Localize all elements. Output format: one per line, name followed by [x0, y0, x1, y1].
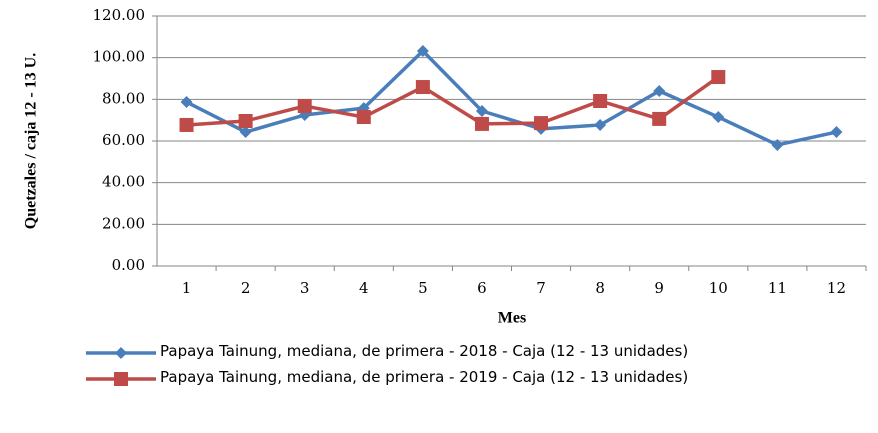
series-line	[186, 75, 720, 127]
marker	[415, 80, 430, 95]
legend-item: Papaya Tainung, mediana, de primera - 20…	[86, 368, 846, 387]
x-tick-label: 4	[359, 279, 369, 297]
y-tick-label: 40.00	[102, 173, 145, 191]
marker	[652, 111, 667, 126]
x-tick-label: 12	[827, 279, 846, 297]
x-tick-label: 6	[477, 279, 487, 297]
y-tick-label: 120.00	[93, 6, 146, 24]
marker	[474, 116, 489, 131]
x-tick-label: 9	[654, 279, 664, 297]
marker	[114, 372, 128, 386]
marker	[297, 99, 312, 113]
y-tick-label: 80.00	[102, 89, 145, 107]
x-tick-label: 1	[182, 279, 192, 297]
marker	[534, 116, 549, 131]
series-line	[185, 48, 837, 147]
x-tick-label: 7	[536, 279, 546, 297]
marker	[356, 110, 371, 125]
x-tick-label: 8	[595, 279, 605, 297]
x-tick-label: 11	[768, 279, 787, 297]
marker	[115, 347, 127, 359]
y-tick-label: 100.00	[93, 48, 146, 66]
y-tick-label: 0.00	[112, 256, 145, 274]
x-tick-label: 3	[300, 279, 310, 297]
marker	[416, 45, 429, 57]
legend-item: Papaya Tainung, mediana, de primera - 20…	[86, 342, 846, 361]
marker	[712, 111, 725, 124]
legend-swatch	[86, 372, 156, 386]
marker	[180, 96, 193, 109]
marker	[711, 70, 726, 85]
y-tick-label: 20.00	[102, 214, 145, 232]
marker	[239, 126, 252, 139]
legend-label: Papaya Tainung, mediana, de primera - 20…	[160, 368, 689, 386]
marker	[238, 114, 253, 128]
x-tick-label: 5	[418, 279, 428, 297]
marker	[771, 138, 784, 151]
x-tick-label: 10	[709, 279, 728, 297]
x-tick-label: 2	[241, 279, 251, 297]
y-tick-label: 60.00	[102, 131, 145, 149]
legend-swatch	[86, 347, 156, 359]
marker	[653, 85, 666, 97]
marker	[179, 117, 194, 132]
marker	[594, 118, 607, 131]
legend: Papaya Tainung, mediana, de primera - 20…	[86, 342, 846, 394]
marker	[830, 126, 843, 139]
marker	[475, 105, 488, 117]
y-axis-title: Quetzales / caja 12 - 13 U.	[23, 53, 40, 229]
legend-label: Papaya Tainung, mediana, de primera - 20…	[160, 342, 689, 360]
marker	[593, 94, 608, 108]
chart: Mes Quetzales / caja 12 - 13 U. 0.00 20.0…	[23, 6, 867, 327]
x-axis-title: Mes	[498, 310, 526, 327]
